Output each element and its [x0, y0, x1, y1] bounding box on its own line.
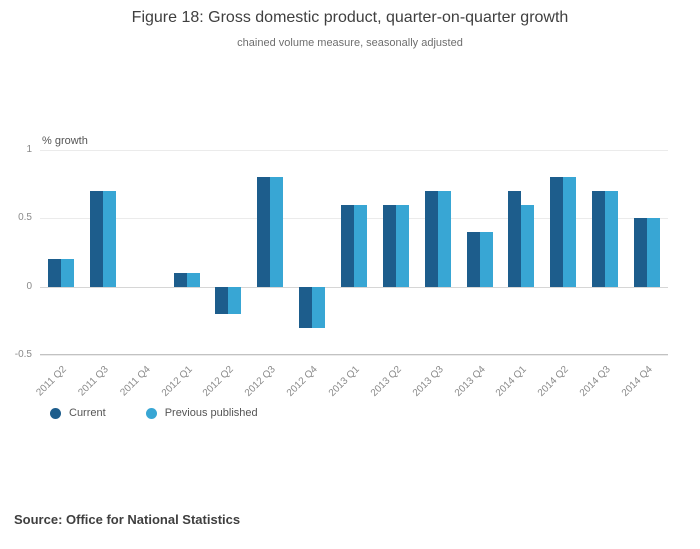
bar-previous-published-2013-q2 — [395, 204, 409, 287]
bar-previous-published-2012-q2 — [228, 286, 242, 314]
bar-previous-published-2014-q1 — [521, 204, 535, 287]
gridline — [40, 355, 668, 356]
bar-current-2014-q2 — [550, 177, 564, 287]
bar-current-2013-q1 — [341, 204, 354, 287]
gridline — [40, 286, 668, 288]
page-title: Figure 18: Gross domestic product, quart… — [131, 9, 569, 26]
bar-previous-published-2012-q4 — [312, 286, 326, 328]
y-axis-ticks: 1 0.5 0 -0.5 — [0, 144, 32, 360]
bar-current-2014-q4 — [634, 218, 648, 287]
legend-item-current[interactable]: Current — [50, 407, 106, 419]
bar-current-2011-q3 — [89, 191, 103, 287]
bar-previous-published-2013-q4 — [479, 232, 493, 287]
bar-previous-published-2013-q3 — [437, 191, 451, 287]
y-axis-label: % growth — [42, 135, 88, 147]
bar-current-2013-q4 — [466, 232, 480, 287]
bar-previous-published-2012-q1 — [186, 273, 200, 287]
bar-current-2012-q4 — [299, 286, 313, 328]
legend-item-previous-published[interactable]: Previous published — [145, 407, 258, 419]
bar-previous-published-2014-q4 — [647, 218, 661, 287]
bar-current-2014-q3 — [592, 191, 606, 287]
bar-current-2013-q3 — [424, 191, 438, 287]
legend-marker-icon — [50, 407, 61, 419]
plot-area — [40, 150, 668, 356]
bar-current-2011-q2 — [47, 259, 61, 287]
legend-item-label: Current — [69, 407, 106, 419]
bar-previous-published-2014-q3 — [605, 191, 619, 287]
bar-current-2013-q2 — [382, 204, 396, 287]
legend-marker-icon — [145, 407, 157, 419]
chart-subtitle: chained volume measure, seasonally adjus… — [237, 37, 463, 49]
x-axis-line — [40, 354, 668, 355]
legend: Current Previous published — [50, 407, 258, 419]
gridline — [40, 150, 668, 151]
bar-previous-published-2014-q2 — [563, 177, 577, 287]
source-note: Source: Office for National Statistics — [14, 512, 241, 527]
y-tick-label: 0 — [26, 280, 32, 292]
bar-previous-published-2011-q2 — [60, 259, 74, 287]
bar-current-2012-q3 — [257, 177, 271, 287]
y-tick-label: 0.5 — [18, 212, 32, 224]
x-axis-ticks: 2011 Q2 2011 Q3 2011 Q4 2012 Q1 2012 Q2 2012 … — [34, 358, 668, 413]
bar-current-2012-q2 — [215, 286, 229, 314]
bar-previous-published-2012-q3 — [270, 177, 284, 287]
bar-current-2014-q1 — [508, 191, 522, 287]
bar-previous-published-2013-q1 — [354, 204, 367, 287]
bar-previous-published-2011-q3 — [102, 191, 116, 287]
bar-current-2012-q1 — [173, 273, 187, 287]
y-tick-label: -0.5 — [14, 349, 32, 360]
legend-item-label: Previous published — [164, 407, 258, 419]
y-tick-label: 1 — [26, 144, 32, 155]
